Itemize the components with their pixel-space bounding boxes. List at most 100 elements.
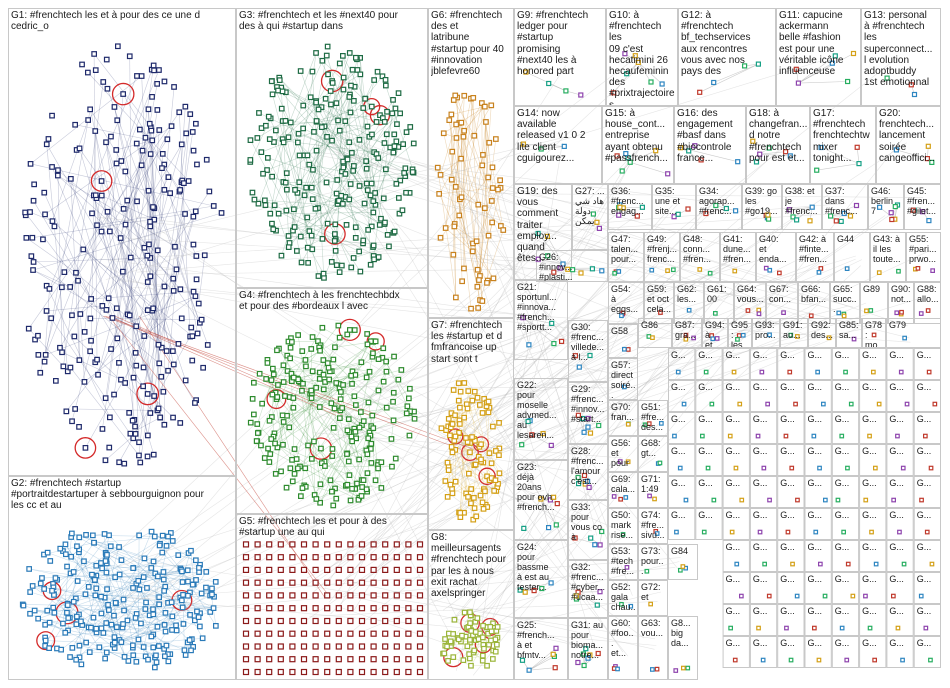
group-g32-box [568,560,608,618]
node-g68 [657,460,663,466]
group-small-34-box [777,444,805,476]
node-g5 [289,579,296,586]
edge-g2 [143,532,172,648]
edge-g1 [69,139,168,288]
group-g3-box [236,8,428,288]
edge-g1 [101,195,155,220]
node-g20 [893,147,900,153]
node-g3 [381,140,388,146]
edge-g3 [297,142,381,226]
group-g6-box [428,8,514,318]
edge-g6 [439,187,493,195]
node-g2 [203,568,210,575]
node-g3 [376,222,383,228]
node-g4 [339,405,345,411]
edge-g1 [24,212,92,300]
node-g1 [170,275,177,282]
edge-g1 [152,130,160,208]
node-g3 [323,179,330,186]
node-g1 [35,352,42,358]
node-g5 [405,541,412,548]
node-g7 [492,477,499,484]
edge-g3 [271,80,371,196]
node-g23 [550,494,557,500]
group-small-70-node [794,593,800,599]
node-g4 [289,478,296,485]
node-g1 [175,341,182,347]
group-small-17-node [876,401,882,407]
node-g2 [103,649,110,656]
node-g8 [494,641,500,648]
node-g3 [276,77,283,84]
node-g5 [405,668,412,676]
node-g24 [539,585,545,592]
node-g35 [675,211,681,217]
node-g2 [50,604,57,611]
node-g8 [461,609,468,616]
node-g9 [578,92,584,98]
group-small-91-box [913,636,942,668]
edge-g2 [60,548,167,646]
edge-between-groups [480,202,714,461]
node-g5 [405,617,412,625]
edge-g1 [152,176,169,208]
group-g5-box [236,514,428,680]
group-small-32-box [722,444,750,476]
node-g2 [68,553,75,560]
node-g2 [68,530,75,537]
edge-g1 [57,170,63,353]
group-small-80-box [831,604,860,636]
node-g3 [249,189,256,196]
node-g58 [625,347,631,352]
node-g3 [409,169,416,175]
node-g1 [164,136,171,143]
edge-highlight [139,316,325,598]
group-g23-box [514,460,568,540]
node-g5 [358,592,366,599]
node-g2 [58,646,65,653]
group-small-83-node [923,625,929,631]
node-g5 [335,579,342,586]
group-small-46-box [831,476,860,508]
group-g38-box [782,184,822,230]
node-g1 [22,209,28,216]
node-g1 [73,269,79,276]
node-g4 [380,345,387,352]
group-small-81-box [859,604,887,636]
node-g30 [572,353,579,359]
group-small-39-box [913,444,942,476]
edge-g1 [130,417,161,434]
group-small-90-node [900,657,905,663]
node-g1 [71,333,78,340]
node-g1 [151,393,157,399]
node-g1 [147,410,154,416]
node-g7 [468,486,474,492]
node-g2 [106,532,112,539]
edge-between-groups [473,135,646,455]
edge-g6 [479,222,493,277]
node-g2 [99,565,106,572]
node-g1 [161,283,168,290]
edge-g6 [445,98,472,229]
node-g6 [436,191,442,197]
edge-between-groups [451,203,846,235]
node-g23 [553,522,559,528]
node-g3 [335,117,341,124]
node-g1 [132,423,138,430]
edge-between-groups [469,431,624,653]
node-g5 [393,605,400,612]
node-g2 [98,593,104,600]
edge-g3 [302,128,386,170]
edge-g2 [77,571,200,582]
node-g37 [833,218,839,224]
node-g11 [829,60,835,66]
node-g5 [370,617,377,625]
group-small-77-node [756,625,761,631]
group-small-70-box [777,572,805,604]
edge-g1 [105,65,154,399]
node-g35 [685,206,691,212]
node-g1 [140,383,146,390]
node-g2 [76,642,83,649]
node-g2 [168,599,175,606]
node-g73 [644,568,650,574]
